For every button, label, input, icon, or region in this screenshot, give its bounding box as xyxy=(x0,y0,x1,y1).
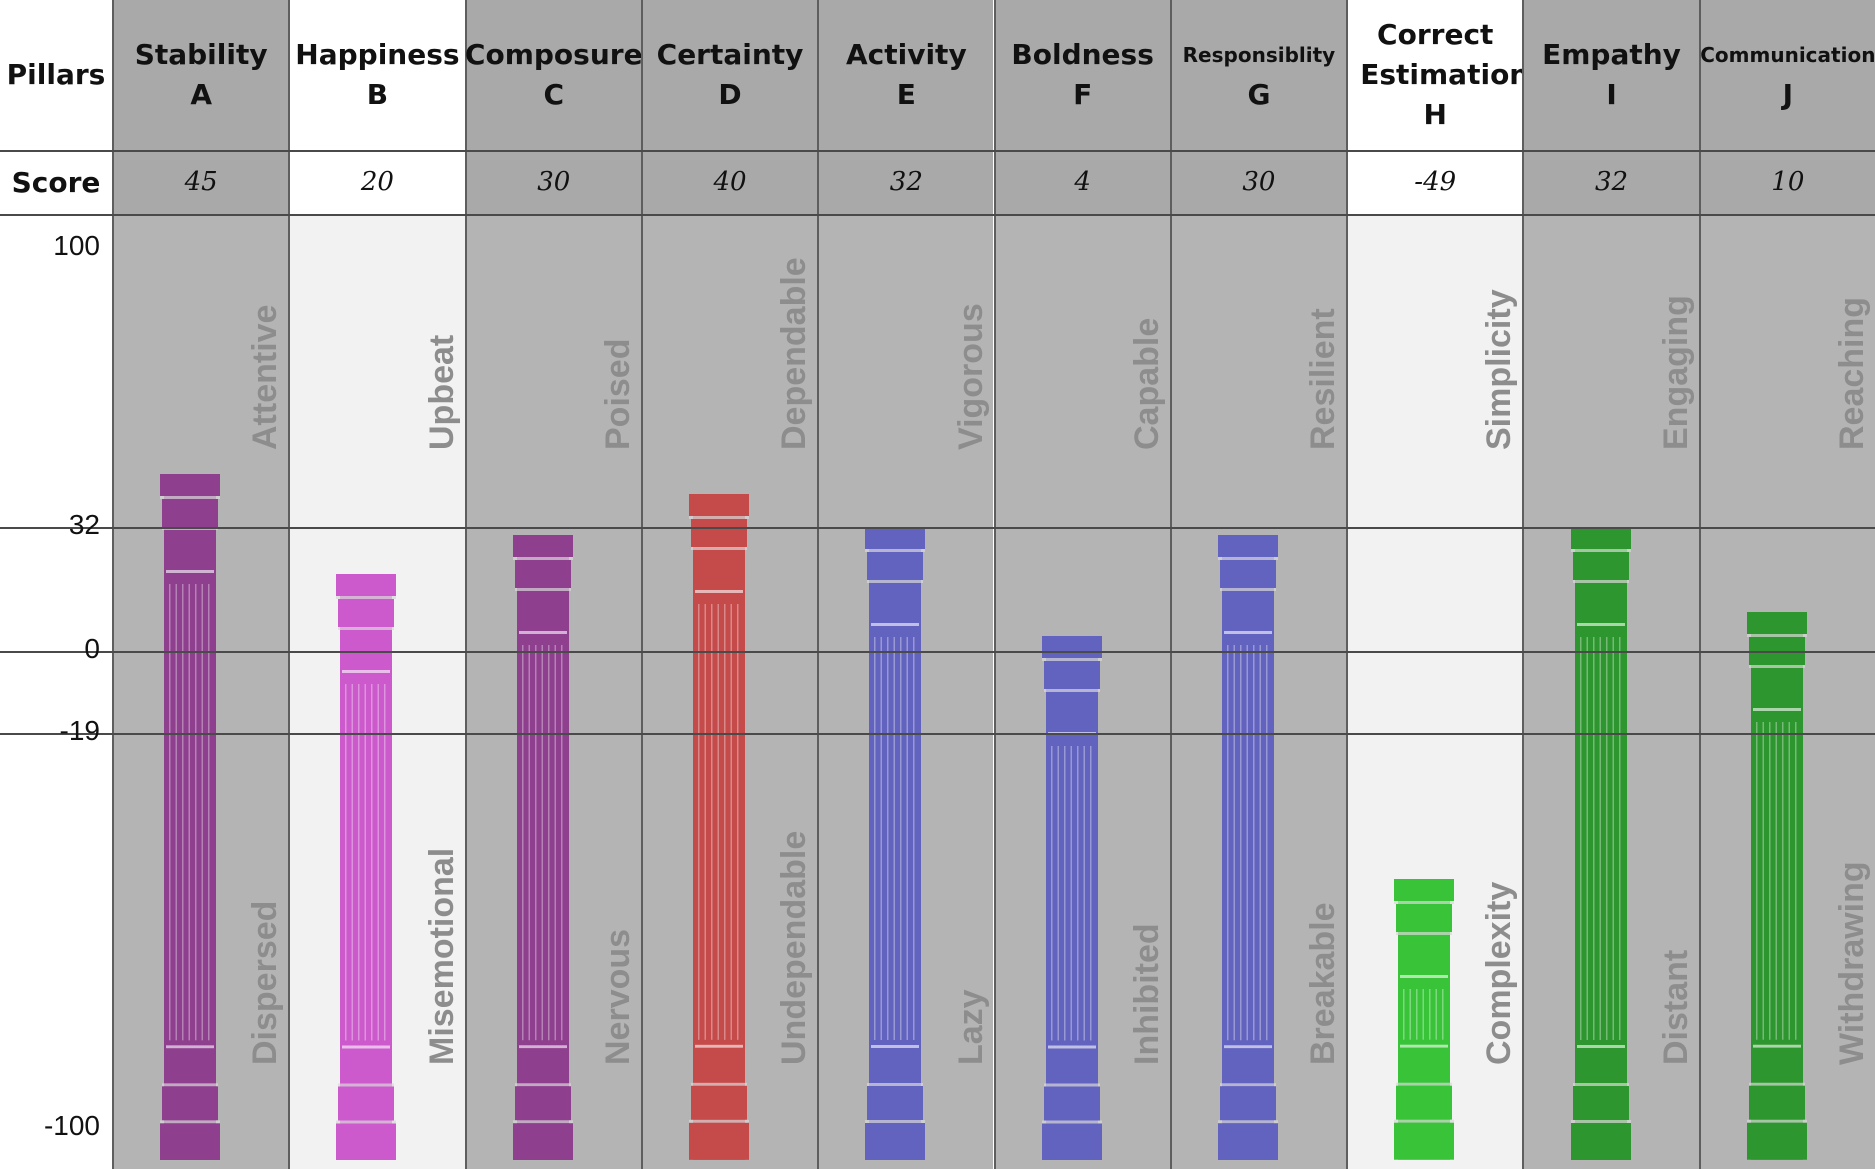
pillar-bar xyxy=(1394,879,1455,1160)
bottom-trait-label: Breakable xyxy=(1304,902,1343,1065)
y-tick-label: 32 xyxy=(68,509,100,540)
pillar-name: Composure xyxy=(464,38,643,71)
top-trait-label: Vigorous xyxy=(951,303,990,450)
label-column: Pillars Score xyxy=(0,0,112,1169)
score-header: Score xyxy=(11,165,101,199)
header-divider xyxy=(0,150,1875,152)
pillar-letter: C xyxy=(543,78,565,111)
pillars-header: Pillars xyxy=(6,58,106,91)
pillar-header: Composure C xyxy=(464,0,643,150)
bottom-trait-label: Inhibited xyxy=(1127,923,1166,1065)
bottom-trait-label: Distant xyxy=(1656,949,1695,1065)
pillar-bar xyxy=(1041,635,1102,1160)
top-trait-label: Reaching xyxy=(1833,296,1871,450)
pillar-column: Stability A 45 xyxy=(112,0,289,1169)
y-tick-label: 0 xyxy=(84,633,100,664)
pillar-bar xyxy=(865,527,926,1160)
pillar-name: Communication xyxy=(1700,43,1875,67)
grid-line xyxy=(0,527,1875,529)
pillar-bar xyxy=(1217,534,1278,1160)
top-trait-label: Engaging xyxy=(1656,295,1695,450)
pillar-name: Certainty xyxy=(656,38,804,71)
pillar-name: Happiness xyxy=(295,38,460,71)
pillar-bar xyxy=(1570,527,1631,1160)
pillar-letter: G xyxy=(1247,78,1271,111)
pillar-letter: H xyxy=(1423,98,1447,131)
bottom-trait-label: Lazy xyxy=(951,989,990,1065)
pillar-header: Activity E xyxy=(819,0,994,150)
bottom-trait-label: Withdrawing xyxy=(1833,861,1871,1065)
pillar-letter: D xyxy=(718,78,742,111)
pillar-letter: F xyxy=(1073,78,1093,111)
pillar-header: Stability A xyxy=(114,0,289,150)
pillar-name: Empathy xyxy=(1542,38,1681,71)
grid-line xyxy=(0,733,1875,735)
pillar-name: Stability xyxy=(134,38,268,71)
top-trait-label: Capable xyxy=(1127,317,1166,450)
bottom-trait-label: Complexity xyxy=(1480,881,1519,1065)
pillar-name: Activity xyxy=(845,38,967,71)
pillar-header: Correct Estimation H xyxy=(1348,0,1530,150)
pillar-header: Certainty D xyxy=(642,0,818,150)
score-divider xyxy=(0,214,1875,216)
pillar-letter: E xyxy=(896,78,916,111)
pillar-score: 40 xyxy=(642,150,818,214)
top-trait-label: Dependable xyxy=(775,257,814,450)
bottom-trait-label: Dispersed xyxy=(246,900,285,1065)
pillar-name: Boldness xyxy=(1011,38,1154,71)
pillar-score: 32 xyxy=(1524,150,1699,214)
top-trait-label: Attentive xyxy=(246,304,285,450)
pillar-score: 4 xyxy=(995,150,1170,214)
pillar-header: Communication J xyxy=(1700,0,1875,150)
pillar-score: 32 xyxy=(819,150,994,214)
pillar-bar xyxy=(512,534,573,1160)
top-trait-label: Resilient xyxy=(1304,308,1343,450)
pillar-bar xyxy=(160,473,221,1160)
pillar-bar xyxy=(689,494,750,1160)
pillar-letter: A xyxy=(190,78,212,111)
y-tick-label: -100 xyxy=(43,1110,100,1141)
top-trait-label: Poised xyxy=(598,338,637,450)
y-tick-label: 100 xyxy=(53,230,100,261)
pillar-score: 45 xyxy=(114,150,289,214)
top-trait-label: Upbeat xyxy=(422,334,461,450)
pillar-score: 30 xyxy=(1171,150,1347,214)
grid-line xyxy=(0,651,1875,653)
pillar-header: Empathy I xyxy=(1524,0,1699,150)
bottom-trait-label: Nervous xyxy=(598,928,637,1065)
pillar-score: 10 xyxy=(1700,150,1875,214)
bottom-trait-label: Undependable xyxy=(775,830,814,1065)
pillar-letter: I xyxy=(1606,78,1617,111)
pillar-bar xyxy=(1746,612,1807,1160)
pillar-header: Happiness B xyxy=(290,0,465,150)
pillar-letter: J xyxy=(1782,78,1794,111)
top-trait-label: Simplicity xyxy=(1480,289,1519,450)
y-tick-label: -19 xyxy=(59,715,100,746)
pillar-name: Responsiblity xyxy=(1182,43,1336,67)
bottom-trait-label: Misemotional xyxy=(422,847,461,1065)
pillar-header: Responsiblity G xyxy=(1171,0,1347,150)
pillar-score: -49 xyxy=(1348,150,1523,214)
pillar-score: 20 xyxy=(290,150,465,214)
pillar-letter: B xyxy=(366,78,389,111)
pillar-bar xyxy=(336,573,397,1160)
pillar-column: Communication J 10 xyxy=(1698,0,1875,1169)
pillar-score: 30 xyxy=(466,150,641,214)
pillar-header: Boldness F xyxy=(995,0,1170,150)
pillar-name: Correct Estimation xyxy=(1360,18,1530,91)
